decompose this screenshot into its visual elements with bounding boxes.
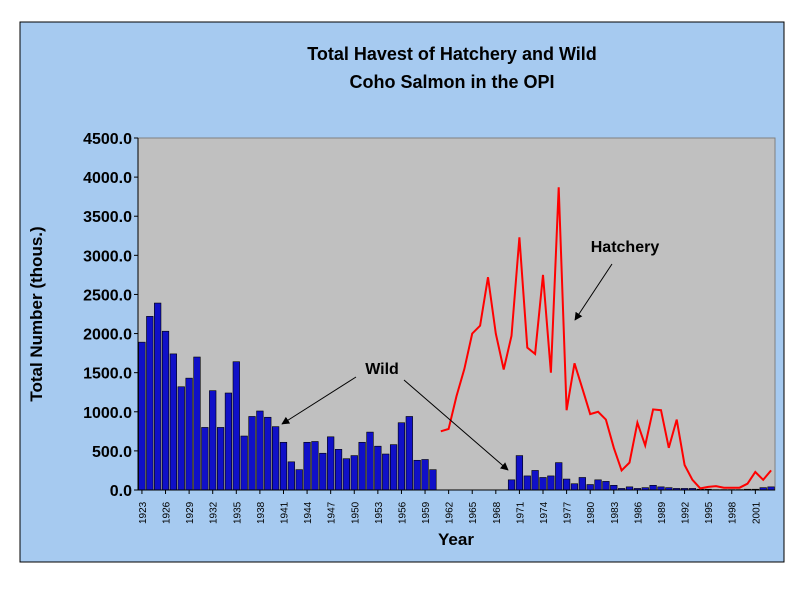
bar [343, 459, 350, 490]
bar [225, 393, 232, 490]
bar [186, 378, 193, 490]
bar [548, 476, 555, 490]
annotation: Wild [365, 361, 399, 378]
bar [320, 453, 327, 490]
bar [139, 342, 146, 490]
x-tick-label: 1965 [468, 501, 479, 524]
bar [390, 445, 397, 490]
bar [351, 456, 358, 490]
bar [233, 362, 240, 490]
x-tick-label: 1956 [397, 501, 408, 524]
x-tick-label: 1980 [586, 501, 597, 524]
bar [288, 462, 295, 490]
x-tick-label: 1938 [256, 501, 267, 524]
bar [170, 354, 177, 490]
bar [650, 485, 657, 490]
bar [382, 454, 389, 490]
x-tick-label: 1947 [327, 501, 338, 524]
bar [154, 303, 161, 490]
x-tick-label: 1998 [728, 501, 739, 524]
chart-title: Coho Salmon in the OPI [349, 72, 554, 92]
x-tick-label: 1986 [633, 501, 644, 524]
chart-title: Total Havest of Hatchery and Wild [307, 44, 597, 64]
x-tick-label: 1962 [445, 501, 456, 524]
y-tick-label: 1500.0 [83, 366, 132, 383]
x-tick-label: 1929 [185, 501, 196, 524]
bar [162, 331, 169, 490]
bar [587, 485, 594, 490]
x-tick-label: 1953 [374, 501, 385, 524]
bar [327, 437, 334, 490]
bar [430, 470, 437, 490]
x-tick-label: 1977 [563, 501, 574, 524]
bar [571, 484, 578, 490]
x-tick-label: 1995 [704, 501, 715, 524]
x-tick-label: 1989 [657, 501, 668, 524]
bar [398, 423, 405, 490]
x-axis-title: Year [438, 530, 474, 549]
bar [579, 477, 586, 490]
x-tick-label: 1950 [350, 501, 361, 524]
bar [272, 427, 279, 490]
y-tick-label: 2000.0 [83, 327, 132, 344]
bar [296, 470, 303, 490]
bar [257, 411, 264, 490]
bar [359, 442, 366, 490]
bar [264, 417, 271, 490]
y-tick-label: 3000.0 [83, 248, 132, 265]
bar [178, 387, 185, 490]
y-tick-label: 0.0 [110, 483, 132, 500]
bar [146, 316, 153, 490]
bar [375, 446, 382, 490]
bar [516, 456, 523, 490]
bar [540, 477, 547, 490]
y-tick-label: 3500.0 [83, 209, 132, 226]
bar [335, 449, 342, 490]
bar [508, 480, 515, 490]
x-tick-label: 1941 [279, 501, 290, 524]
bar [367, 432, 374, 490]
y-tick-label: 500.0 [92, 444, 132, 461]
bar [241, 436, 248, 490]
x-tick-label: 1971 [515, 501, 526, 524]
x-tick-label: 1974 [539, 501, 550, 524]
bar [524, 476, 531, 490]
bar [217, 427, 224, 490]
x-tick-label: 1932 [209, 501, 220, 524]
x-tick-label: 1935 [232, 501, 243, 524]
bar [304, 442, 311, 490]
bar [194, 357, 201, 490]
bar [603, 481, 610, 490]
annotation: Hatchery [591, 239, 660, 256]
bar [209, 391, 216, 490]
bar [555, 463, 562, 490]
x-tick-label: 1959 [421, 501, 432, 524]
x-tick-label: 1923 [138, 501, 149, 524]
x-tick-label: 1968 [492, 501, 503, 524]
bar [422, 459, 429, 490]
bar [312, 442, 319, 490]
bar [249, 416, 256, 490]
x-tick-label: 2001 [751, 501, 762, 524]
bar [532, 470, 539, 490]
y-tick-label: 4500.0 [83, 131, 132, 148]
x-tick-label: 1926 [162, 501, 173, 524]
bar [595, 480, 602, 490]
bar [202, 427, 209, 490]
y-axis-title: Total Number (thous.) [27, 226, 46, 401]
bar [610, 485, 617, 490]
y-tick-label: 2500.0 [83, 287, 132, 304]
x-tick-label: 1992 [681, 501, 692, 524]
x-tick-label: 1983 [610, 501, 621, 524]
bar [406, 416, 413, 490]
y-tick-label: 1000.0 [83, 405, 132, 422]
bar [280, 442, 287, 490]
x-tick-label: 1944 [303, 501, 314, 524]
y-tick-label: 4000.0 [83, 170, 132, 187]
bar [563, 479, 570, 490]
bar [414, 460, 421, 490]
